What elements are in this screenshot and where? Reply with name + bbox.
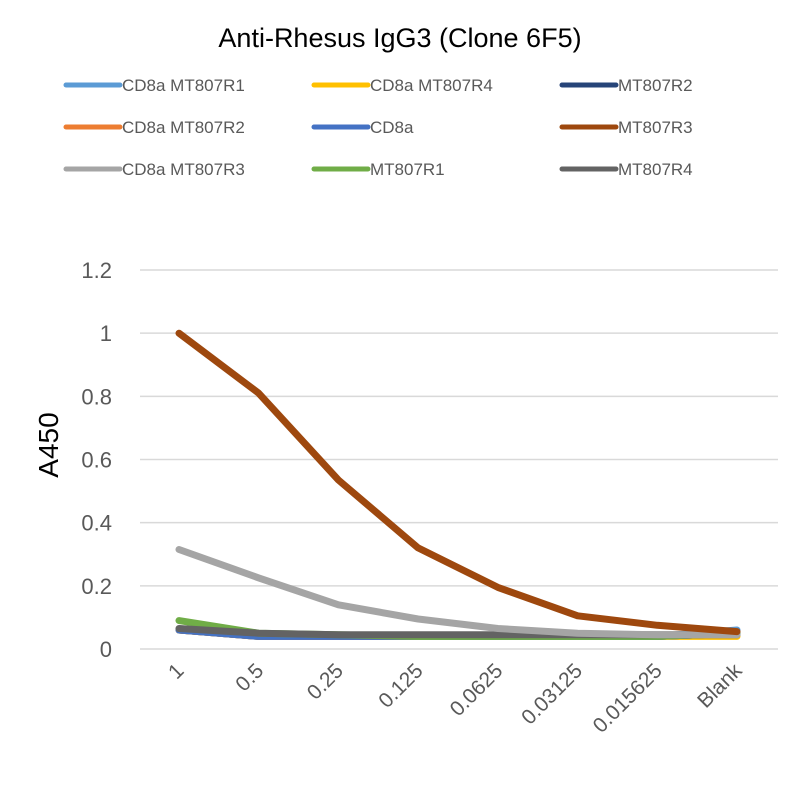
- legend-label: MT807R4: [618, 160, 693, 179]
- gridlines: [140, 269, 778, 650]
- legend-label: CD8a MT807R4: [370, 76, 493, 95]
- legend-label: MT807R1: [370, 160, 445, 179]
- legend-item: CD8a MT807R2: [63, 118, 245, 137]
- legend-label: CD8a MT807R1: [122, 76, 245, 95]
- y-tick-label: 0.6: [81, 448, 112, 473]
- legend-item: MT807R2: [559, 76, 693, 95]
- y-tick-label: 1: [100, 321, 112, 346]
- legend-item: CD8a MT807R1: [63, 76, 245, 95]
- y-tick-label: 0: [100, 637, 112, 662]
- legend-label: CD8a MT807R2: [122, 118, 245, 137]
- y-tick-label: 0.4: [81, 511, 112, 536]
- y-axis-ticks: 0 0.2 0.4 0.6 0.8 1 1.2: [81, 258, 112, 662]
- x-tick-label: 0.125: [374, 659, 427, 712]
- legend-label: MT807R3: [618, 118, 693, 137]
- legend-label: CD8a: [370, 118, 414, 137]
- legend-item: MT807R1: [311, 160, 445, 179]
- x-axis-ticks: 1 0.5 0.25 0.125 0.0625 0.03125 0.015625 Blank: [164, 659, 747, 738]
- x-tick-label: 0.5: [231, 659, 268, 696]
- legend-item: CD8a MT807R3: [63, 160, 245, 179]
- legend-label: CD8a MT807R3: [122, 160, 245, 179]
- x-tick-label: 0.03125: [517, 659, 587, 729]
- x-tick-label: 0.25: [303, 659, 348, 704]
- series-lines: [175, 329, 741, 640]
- legend: CD8a MT807R1 CD8a MT807R4 MT807R2 CD8a MT80…: [63, 76, 693, 179]
- y-tick-label: 1.2: [81, 258, 112, 283]
- y-tick-label: 0.2: [81, 574, 112, 599]
- legend-label: MT807R2: [618, 76, 693, 95]
- y-axis-label: A450: [33, 412, 64, 477]
- series-line: [175, 546, 741, 639]
- chart-title: Anti-Rhesus IgG3 (Clone 6F5): [218, 23, 581, 53]
- y-tick-label: 0.8: [81, 384, 112, 409]
- legend-item: MT807R4: [559, 160, 693, 179]
- legend-item: CD8a MT807R4: [311, 76, 493, 95]
- x-tick-label: 0.015625: [589, 659, 667, 737]
- x-tick-label: 1: [164, 659, 189, 684]
- legend-item: MT807R3: [559, 118, 693, 137]
- x-tick-label: Blank: [693, 659, 747, 713]
- legend-item: CD8a: [311, 118, 414, 137]
- series-line: [175, 329, 741, 636]
- x-tick-label: 0.0625: [446, 659, 508, 721]
